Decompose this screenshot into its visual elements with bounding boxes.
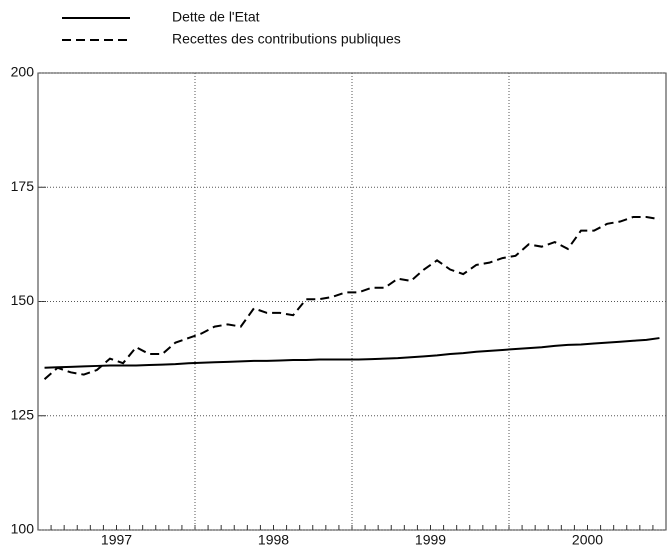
x-tick-label: 1998	[258, 532, 289, 548]
legend-label: Recettes des contributions publiques	[172, 31, 401, 47]
x-tick-label: 1997	[101, 532, 132, 548]
y-tick-label: 125	[11, 406, 35, 422]
legend-label: Dette de l'Etat	[172, 9, 260, 25]
x-tick-label: 1999	[415, 532, 446, 548]
line-series	[44, 337, 660, 369]
y-tick-label: 100	[11, 521, 35, 537]
y-tick-label: 175	[11, 178, 35, 194]
x-tick-label: 2000	[572, 532, 603, 548]
y-tick-label: 200	[11, 64, 35, 80]
y-tick-label: 150	[11, 292, 35, 308]
line-series	[43, 215, 660, 380]
